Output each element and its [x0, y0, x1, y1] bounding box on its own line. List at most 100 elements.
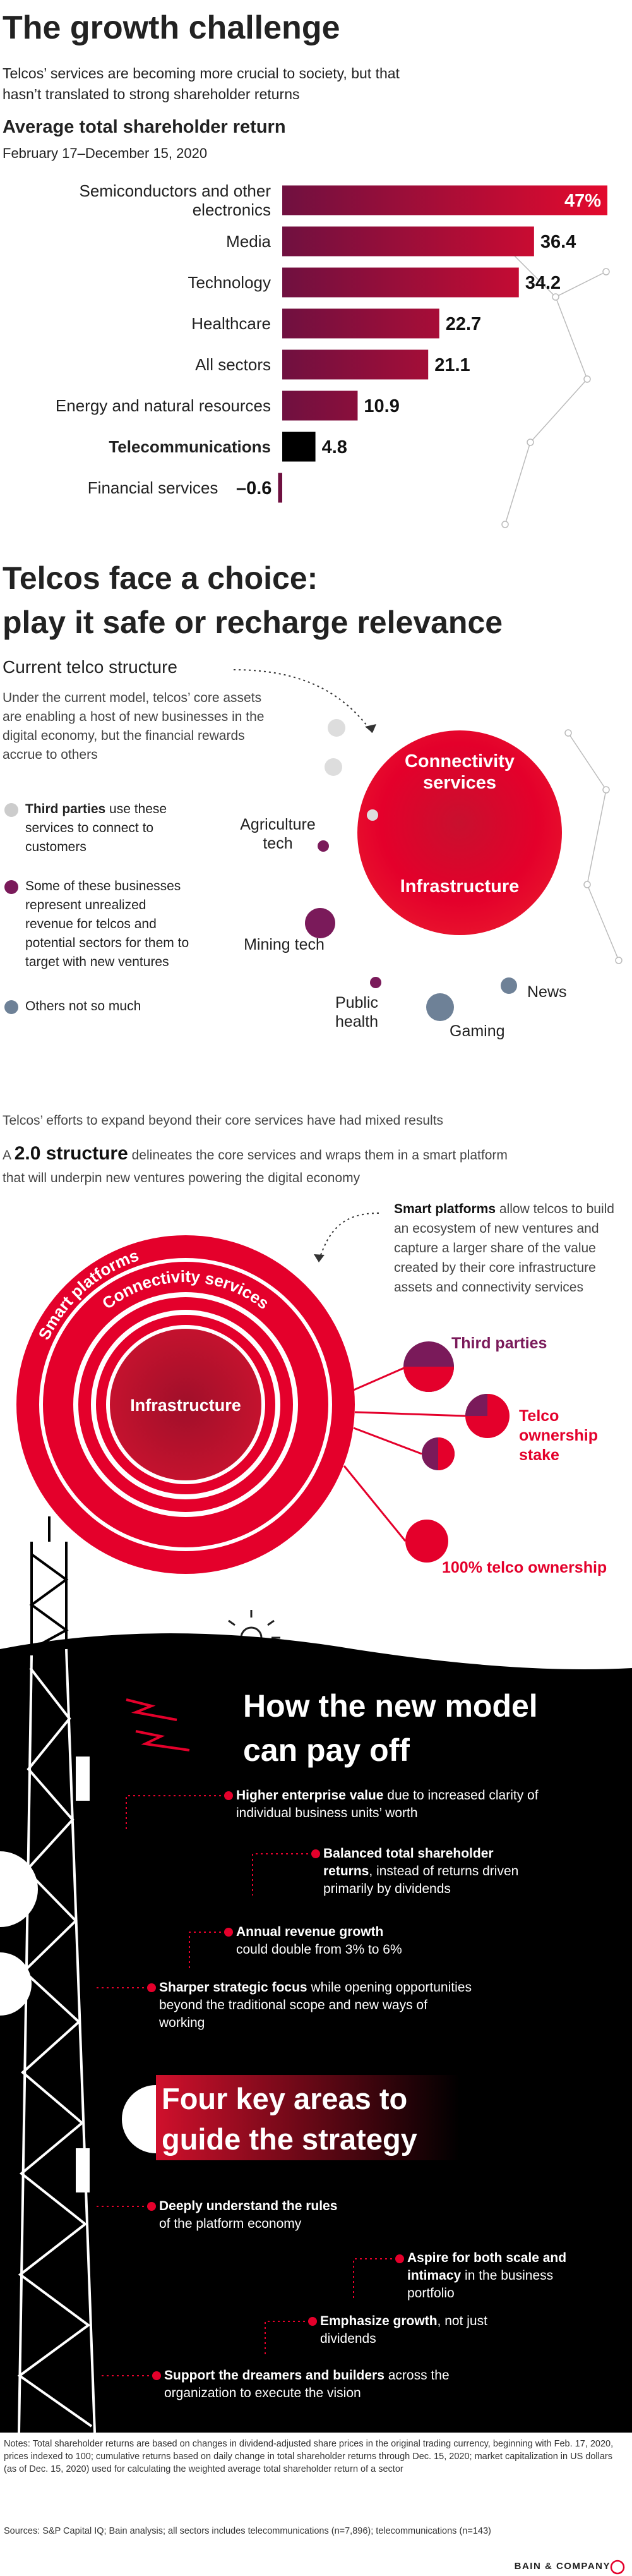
- category-label: All sectors: [195, 355, 271, 374]
- item-bold: Emphasize growth: [320, 2314, 438, 2328]
- payoff-item: Annual revenue growth could double from 3…: [236, 1923, 463, 1959]
- item-text: due to increased clarity of individual b…: [236, 1788, 539, 1820]
- payoff-item: Higher enterprise value due to increased…: [236, 1787, 539, 1822]
- item-text: in the business portfolio: [407, 2268, 554, 2301]
- strategy-item: Deeply understand the rules of the platfo…: [159, 2198, 399, 2233]
- ownership-label: Telco ownership stake: [519, 1407, 599, 1464]
- smart-body: allow telcos to build an ecosystem of ne…: [394, 1202, 614, 1295]
- sector-label: Mining tech: [244, 936, 325, 953]
- body: Under the current model, telcos’ core as…: [3, 691, 265, 762]
- logo: [610, 2560, 625, 2575]
- item-text: across the organization to execute the v…: [164, 2368, 450, 2400]
- heading: Current telco structure: [3, 657, 177, 677]
- connectors: [343, 1367, 466, 1542]
- item-bold: Support the dreamers and builders: [164, 2368, 385, 2383]
- ring-label: Infrastructure: [130, 1396, 241, 1415]
- item-bold: Deeply understand the rules: [159, 2199, 338, 2213]
- notes: Notes: Total shareholder returns are bas…: [4, 2439, 614, 2474]
- rings: [16, 1235, 355, 1574]
- arrowhead: [314, 1254, 325, 1262]
- item-text: , not just dividends: [320, 2314, 487, 2346]
- subtitle: Telcos’ services are becoming more cruci…: [3, 65, 400, 102]
- sector-label: News: [527, 983, 567, 1001]
- payoff-item: Balanced total shareholder returns, inst…: [323, 1845, 532, 1898]
- core-label: Connectivity services: [365, 751, 554, 794]
- structure-text: A 2.0 structure delineates the core serv…: [3, 1142, 527, 1190]
- section-title: Four key areas to guide the strategy: [162, 2079, 417, 2160]
- category-label: Technology: [188, 273, 271, 292]
- item-bold: Sharper strategic focus: [159, 1980, 307, 1995]
- item-text: , instead of returns driven primarily by…: [323, 1864, 519, 1896]
- title-line: Telcos face a choice:: [3, 560, 318, 596]
- category-label: Media: [226, 232, 271, 251]
- section-title: Telcos face a choice: play it safe or re…: [3, 556, 503, 644]
- legend-entry: Others not so much: [25, 999, 141, 1013]
- strategy-item: Aspire for both scale and intimacy in th…: [407, 2249, 597, 2302]
- title-line: Four key areas to: [162, 2082, 408, 2115]
- value-label: 36.4: [540, 232, 576, 252]
- legend-entry: Third parties use these services to conn…: [25, 800, 196, 857]
- sector-label: Agriculture tech: [240, 816, 316, 852]
- category-label: Semiconductors and other electronics: [79, 181, 271, 219]
- payoff-item: Sharper strategic focus while opening op…: [159, 1979, 475, 2032]
- item-dots: [147, 1791, 404, 2380]
- arrowhead: [365, 724, 376, 733]
- category-label: Telecommunications: [109, 437, 271, 456]
- legend-bold: Third parties: [25, 802, 106, 816]
- item-text: while opening opportunities beyond the t…: [159, 1980, 472, 2030]
- title-line: guide the strategy: [162, 2122, 417, 2156]
- strategy-box: [156, 2075, 460, 2160]
- section-title: How the new model can pay off: [243, 1684, 538, 1772]
- ownership-label: Third parties: [451, 1334, 547, 1352]
- item-connectors: [95, 1795, 397, 2376]
- item-text: could double from 3% to 6%: [236, 1942, 402, 1957]
- bar: [278, 473, 282, 503]
- legend-entry: Some of these businesses represent unrea…: [25, 879, 189, 969]
- value-label: 22.7: [446, 314, 481, 334]
- chart-title: Average total shareholder return: [3, 117, 286, 137]
- value-label: 10.9: [364, 396, 399, 416]
- structure-bold: 2.0 structure: [14, 1143, 128, 1164]
- sources: Sources: S&P Capital IQ; Bain analysis; …: [4, 2526, 491, 2536]
- bar: [282, 349, 429, 380]
- item-bold: Annual revenue growth: [236, 1925, 384, 1939]
- tower: [0, 1516, 156, 2433]
- bar: [282, 390, 358, 421]
- strategy-item: Support the dreamers and builders across…: [164, 2367, 467, 2402]
- title-line: play it safe or recharge relevance: [3, 605, 503, 640]
- arrow: [318, 1212, 379, 1261]
- core-circle: [357, 730, 562, 935]
- ownership-circles: [403, 1341, 510, 1563]
- bar: [282, 308, 439, 339]
- title: The growth challenge: [3, 9, 340, 46]
- value-label: 21.1: [434, 355, 470, 375]
- intro: Telcos’ efforts to expand beyond their c…: [3, 1113, 444, 1128]
- core-text: Connectivity services: [404, 751, 515, 793]
- bar: [282, 432, 316, 462]
- dark-panel: [0, 1633, 632, 2433]
- strategy-item: Emphasize growth, not just dividends: [320, 2313, 528, 2348]
- chart-subtitle: February 17–December 15, 2020: [3, 145, 208, 161]
- brand: BAIN & COMPANY: [514, 2561, 611, 2572]
- title-line: How the new model: [243, 1688, 538, 1724]
- structure-body: delineates the core services and wraps t…: [3, 1148, 508, 1185]
- item-bold: Balanced total shareholder returns: [323, 1846, 494, 1878]
- sector-dots: [4, 719, 517, 1021]
- prefix: A: [3, 1148, 11, 1163]
- smart-bold: Smart platforms: [394, 1202, 496, 1216]
- sector-label: Public health: [335, 994, 379, 1031]
- bar: [282, 226, 534, 257]
- sector-label: Gaming: [450, 1022, 505, 1040]
- legend-text: use these services to connect to custome…: [25, 802, 167, 854]
- ownership-label: 100% telco ownership: [442, 1559, 607, 1576]
- category-label: Energy and natural resources: [55, 396, 271, 415]
- category-label: Financial services: [87, 478, 218, 497]
- item-text: of the platform economy: [159, 2216, 302, 2231]
- core-label: Infrastructure: [400, 876, 520, 897]
- bar: [282, 185, 607, 215]
- title-line: can pay off: [243, 1732, 410, 1768]
- item-bold: Aspire for both scale and intimacy: [407, 2251, 567, 2283]
- category-label: Healthcare: [191, 314, 271, 333]
